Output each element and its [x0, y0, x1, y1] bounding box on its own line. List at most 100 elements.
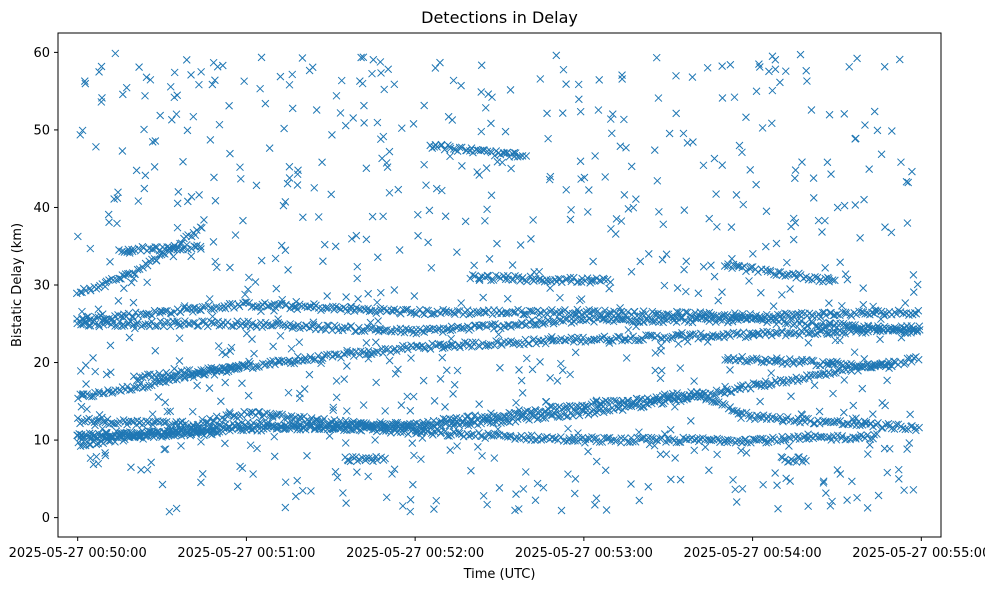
- data-point: [771, 65, 780, 74]
- data-point: [822, 489, 830, 498]
- data-point: [678, 329, 686, 337]
- data-point: [622, 143, 630, 152]
- data-point: [489, 276, 498, 284]
- data-point: [162, 418, 171, 426]
- data-point: [833, 466, 842, 474]
- data-point: [236, 163, 244, 172]
- data-point: [220, 366, 229, 375]
- data-point: [876, 324, 884, 332]
- data-point: [357, 53, 365, 62]
- data-point: [312, 106, 321, 114]
- data-point: [244, 391, 253, 400]
- data-point: [101, 449, 109, 457]
- data-point: [831, 276, 839, 285]
- data-point: [702, 395, 710, 404]
- data-point: [781, 319, 790, 328]
- data-point: [291, 356, 299, 365]
- data-point: [860, 417, 869, 426]
- data-point: [914, 355, 923, 364]
- data-point: [779, 435, 788, 444]
- data-point: [449, 390, 457, 398]
- data-point: [257, 256, 266, 265]
- data-point: [883, 325, 892, 334]
- data-point: [460, 324, 468, 333]
- data-point: [490, 411, 498, 420]
- data-point: [681, 308, 690, 316]
- data-point: [310, 183, 319, 192]
- data-point: [140, 184, 149, 193]
- data-point: [839, 408, 848, 417]
- data-point: [539, 336, 548, 345]
- data-point: [339, 489, 347, 497]
- data-point: [857, 307, 866, 316]
- data-point: [566, 370, 574, 379]
- data-point: [209, 427, 218, 435]
- data-point: [507, 323, 515, 331]
- data-point: [467, 431, 476, 439]
- data-point: [769, 302, 778, 310]
- data-point: [845, 324, 853, 332]
- data-point: [686, 417, 695, 425]
- data-point: [80, 77, 89, 85]
- data-point: [571, 436, 579, 445]
- data-point: [118, 90, 127, 99]
- data-point: [440, 145, 449, 154]
- data-point: [874, 491, 883, 500]
- y-tick-label: 50: [33, 123, 50, 138]
- data-point: [901, 425, 910, 434]
- data-point: [308, 63, 317, 72]
- data-point: [78, 390, 87, 399]
- data-point: [667, 334, 676, 343]
- data-point: [298, 486, 307, 495]
- data-point: [343, 362, 351, 370]
- data-point: [789, 269, 797, 278]
- data-point: [413, 210, 422, 219]
- data-point: [856, 233, 864, 242]
- data-point: [564, 424, 572, 433]
- data-point: [204, 364, 212, 373]
- data-point: [331, 467, 340, 476]
- data-point: [170, 364, 179, 373]
- data-point: [150, 370, 159, 379]
- data-point: [99, 389, 107, 398]
- data-point: [791, 328, 800, 337]
- data-point: [122, 83, 131, 92]
- data-point: [852, 421, 861, 430]
- data-point: [837, 301, 846, 310]
- data-point: [626, 438, 634, 447]
- data-point: [282, 424, 290, 433]
- data-point: [887, 228, 896, 237]
- data-point: [371, 436, 379, 444]
- data-point: [752, 180, 760, 189]
- data-point: [789, 235, 798, 244]
- data-point: [147, 245, 156, 254]
- data-point: [527, 307, 536, 316]
- data-point: [650, 146, 659, 155]
- data-point: [362, 454, 370, 462]
- data-point: [443, 342, 452, 351]
- data-point: [159, 249, 167, 258]
- data-point: [430, 505, 438, 513]
- data-point: [147, 427, 155, 436]
- data-point: [538, 318, 546, 326]
- data-point: [436, 375, 445, 383]
- data-point: [347, 302, 356, 311]
- data-point: [787, 392, 795, 401]
- data-point: [752, 87, 761, 96]
- data-point: [676, 314, 685, 322]
- data-point: [627, 267, 636, 276]
- data-point: [160, 445, 169, 454]
- data-point: [475, 171, 484, 179]
- data-point: [515, 365, 523, 374]
- data-point: [269, 422, 278, 431]
- data-point: [485, 431, 493, 439]
- data-point: [878, 399, 887, 407]
- data-point: [195, 191, 203, 199]
- data-point: [783, 270, 791, 279]
- data-point: [546, 284, 554, 292]
- data-point: [213, 429, 221, 438]
- x-tick-label: 2025-05-27 00:53:00: [515, 546, 653, 561]
- data-point: [665, 391, 673, 400]
- data-point: [488, 320, 497, 329]
- data-point: [552, 336, 561, 345]
